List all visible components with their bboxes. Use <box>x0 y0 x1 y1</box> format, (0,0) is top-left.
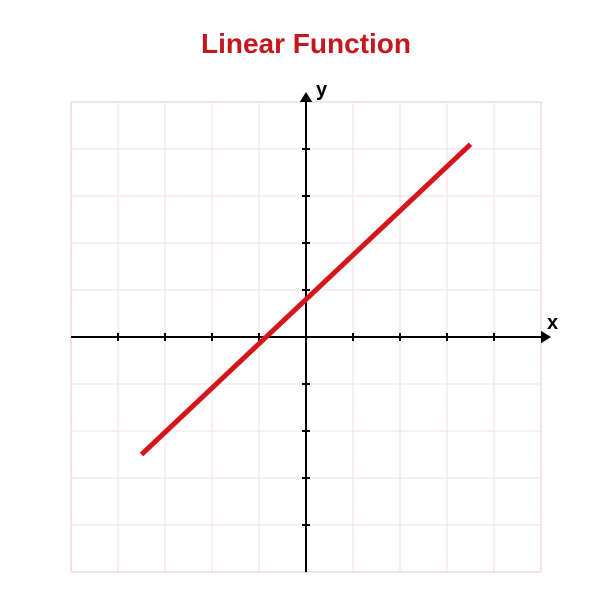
chart-container: xy <box>47 78 565 596</box>
x-axis-label: x <box>547 312 558 334</box>
chart-title: Linear Function <box>201 28 411 60</box>
y-axis-label: y <box>316 79 328 101</box>
linear-function-chart: xy <box>47 78 565 596</box>
